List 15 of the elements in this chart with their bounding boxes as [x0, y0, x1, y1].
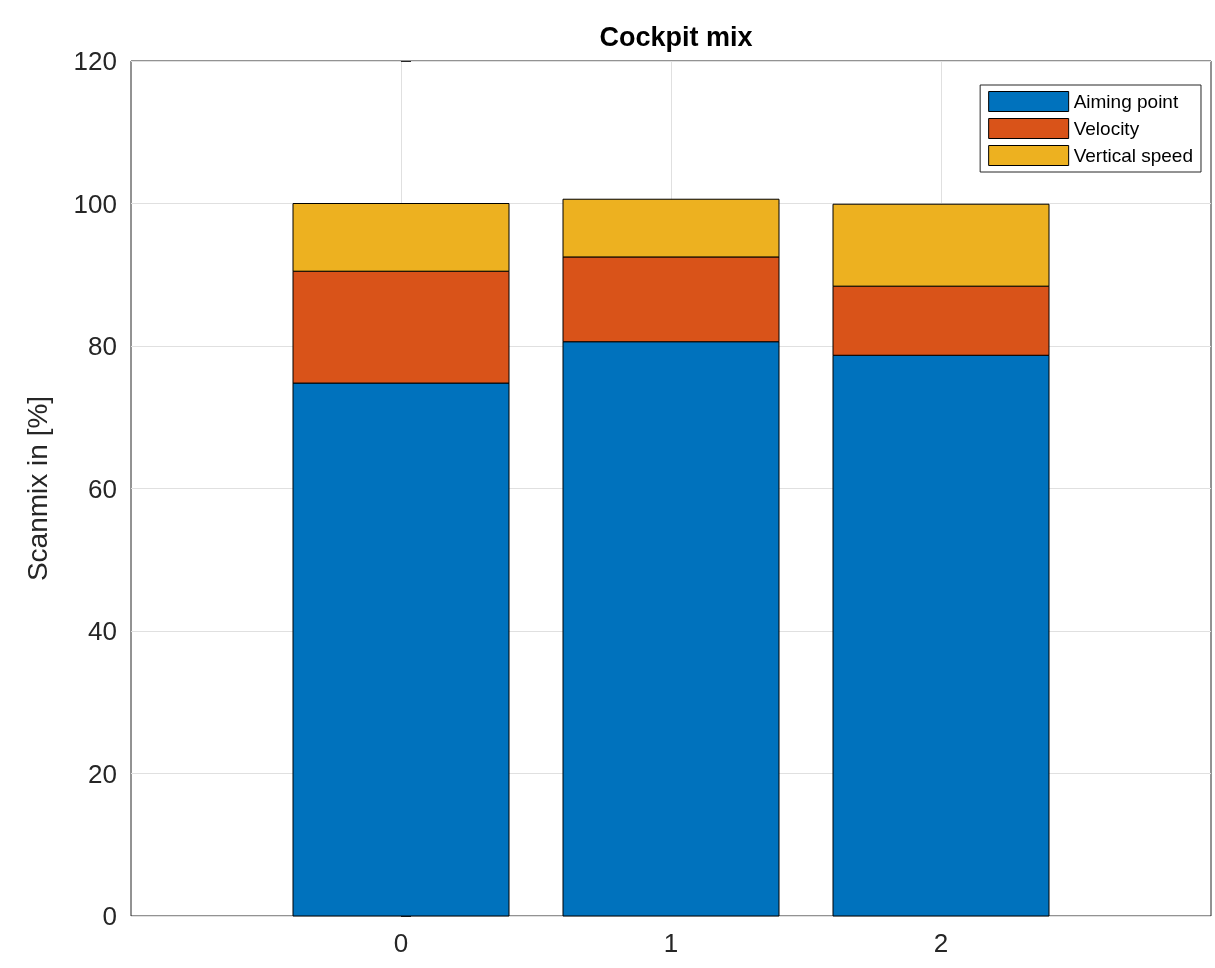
legend-label: Vertical speed — [1073, 145, 1194, 166]
y-tick-label: 20 — [88, 758, 117, 789]
y-tick-label: 0 — [102, 901, 117, 931]
y-tick-label: 80 — [88, 331, 117, 361]
y-axis-title: Scanmix in [%] — [21, 395, 53, 582]
y-tick-label: 100 — [73, 188, 117, 219]
x-tick-label: 1 — [663, 928, 679, 958]
y-tick-label: 120 — [73, 46, 117, 76]
legend-label: Aiming point — [1073, 91, 1179, 112]
legend-label: Velocity — [1073, 118, 1140, 139]
y-tick-label: 40 — [88, 616, 117, 646]
chart-title: Cockpit mix — [599, 21, 753, 52]
x-tick-label: 2 — [933, 928, 949, 958]
y-tick-label: 60 — [88, 473, 117, 504]
x-tick-label: 0 — [393, 928, 409, 958]
